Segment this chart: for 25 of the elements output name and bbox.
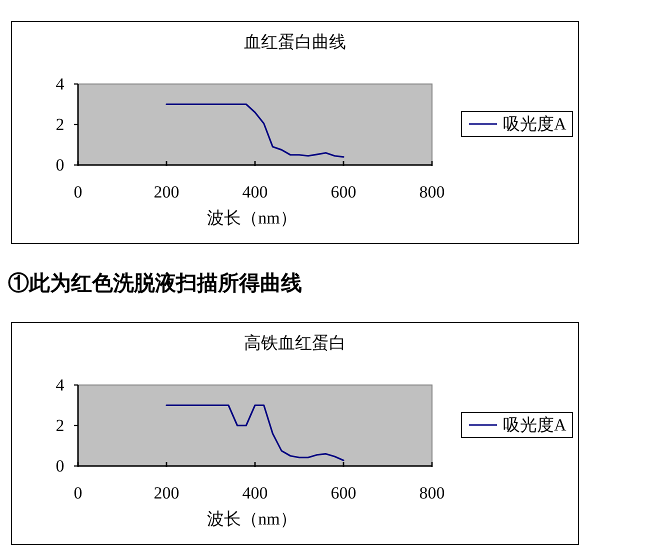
x-tick-label: 400 [242,182,268,202]
y-tick-label: 0 [56,156,64,174]
x-tick-label: 0 [74,182,82,202]
x-tick-label: 800 [419,182,445,202]
x-tick-label: 400 [242,484,268,502]
legend-label: 吸光度A [503,114,567,134]
x-tick-label: 200 [154,484,180,502]
legend-label: 吸光度A [503,416,567,434]
legend: 吸光度A [461,111,573,137]
chart-title: 高铁血红蛋白 [244,334,346,352]
y-tick-label: 0 [56,456,64,476]
x-tick-label: 800 [419,484,445,502]
x-axis-title: 波长（nm） [207,208,297,228]
y-tick-label: 2 [56,115,64,134]
x-tick-label: 600 [330,484,356,502]
x-tick-label: 0 [74,484,82,502]
y-tick-label: 4 [56,74,65,94]
legend: 吸光度A [461,412,573,438]
chart-title: 血红蛋白曲线 [244,32,346,52]
x-tick-label: 200 [154,182,180,202]
text: ①此为红色洗脱液扫描所得曲线 [8,271,302,295]
x-axis-title: 波长（nm） [207,510,297,528]
x-tick-label: 600 [330,182,356,202]
y-tick-label: 2 [56,416,64,435]
y-tick-label: 4 [56,376,65,394]
